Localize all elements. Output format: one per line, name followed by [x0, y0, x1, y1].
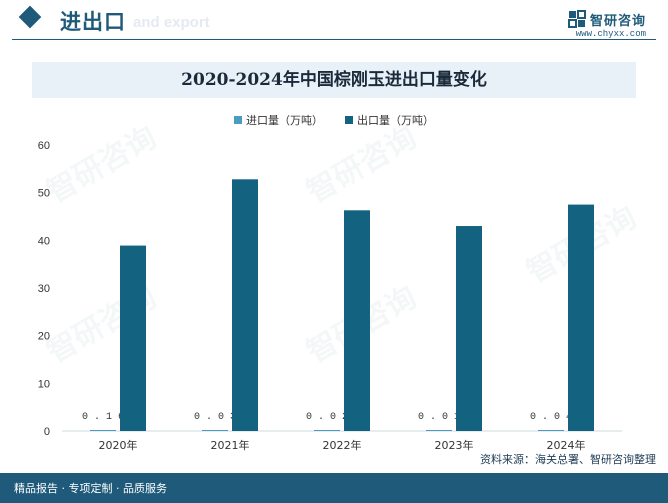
bar-import: [90, 430, 116, 431]
footer-tagline: 精品报告 · 专项定制 · 品质服务: [14, 482, 167, 495]
y-tick-label: 20: [38, 331, 50, 343]
data-label-import: 0 . 0 1: [418, 412, 460, 423]
brand-logo-icon: [567, 10, 586, 28]
section-subtitle: and export: [133, 14, 210, 31]
x-tick-label: 2021年: [211, 438, 250, 452]
footer-bar: 精品报告 · 专项定制 · 品质服务: [0, 473, 668, 503]
bar-export: [120, 245, 146, 431]
y-tick-label: 0: [44, 426, 50, 438]
bar-import: [314, 430, 340, 431]
header-divider: [12, 39, 656, 40]
brand-url: www.chyxx.com: [575, 29, 646, 39]
legend: 进口量（万吨） 出口量（万吨）: [0, 112, 668, 128]
chart-title: 2020-2024年中国棕刚玉进出口量变化: [181, 70, 487, 90]
brand: 智研咨询: [567, 8, 646, 30]
bar-export: [568, 204, 594, 431]
data-label-import: 0 . 0 3: [194, 412, 236, 423]
data-label-import: 0 . 1 6: [82, 412, 124, 423]
y-tick-label: 60: [38, 140, 50, 152]
legend-item-import: 进口量（万吨）: [234, 112, 323, 128]
header: 进出口 and export 智研咨询 www.chyxx.com: [0, 0, 668, 44]
bar-import: [426, 430, 452, 431]
x-tick-label: 2022年: [323, 438, 362, 452]
x-tick-label: 2023年: [435, 438, 474, 452]
legend-swatch-import: [234, 116, 242, 124]
data-label-import: 0 . 0 4: [530, 412, 572, 423]
y-tick-label: 30: [38, 283, 50, 295]
bar-export: [456, 226, 482, 431]
legend-label-import: 进口量（万吨）: [246, 114, 323, 127]
brand-name: 智研咨询: [589, 13, 646, 29]
bar-export: [344, 210, 370, 431]
data-label-import: 0 . 0 2: [306, 412, 348, 423]
legend-item-export: 出口量（万吨）: [345, 112, 434, 128]
bar-export: [232, 179, 258, 431]
source-note: 资料来源：海关总署、智研咨询整理: [480, 453, 656, 466]
legend-swatch-export: [345, 116, 353, 124]
section-title: 进出口: [60, 10, 126, 34]
bar-import: [538, 430, 564, 431]
x-tick-label: 2024年: [547, 438, 586, 452]
bar-import: [202, 430, 228, 431]
title-band: [32, 62, 636, 98]
x-tick-label: 2020年: [99, 438, 138, 452]
y-tick-label: 40: [38, 235, 50, 247]
legend-label-export: 出口量（万吨）: [357, 114, 434, 127]
y-tick-label: 10: [38, 378, 50, 390]
y-tick-label: 50: [38, 188, 50, 200]
